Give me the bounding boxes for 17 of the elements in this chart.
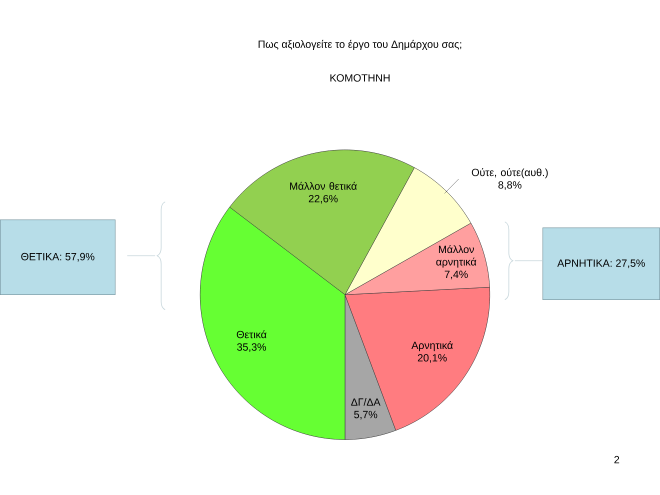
slice-label: Μάλλον αρνητικά bbox=[436, 245, 476, 268]
slice-label: Μάλλον θετικά bbox=[290, 182, 357, 190]
data-label: 20,1% bbox=[418, 354, 447, 363]
slice-label: Ούτε, ούτε(αυθ.) bbox=[472, 168, 548, 178]
text: 2 bbox=[614, 456, 620, 464]
data-label: 22,6% bbox=[308, 195, 338, 204]
data-label: 7,4% bbox=[444, 270, 468, 280]
chart-title: Πως αξιολογείτε το έργο του Δημάρχου σας; bbox=[258, 40, 462, 50]
slice-label: Θετικά bbox=[236, 330, 267, 338]
data-label: 5,7% bbox=[354, 411, 378, 420]
text: ΑΡΝΗΤΙΚΑ: 27,5% bbox=[557, 260, 645, 268]
data-label: 8,8% bbox=[498, 181, 522, 190]
text: ΘΕΤΙΚΑ: 57,9% bbox=[21, 253, 94, 262]
data-label: 35,3% bbox=[237, 344, 266, 352]
chart-subtitle: ΚΟΜΟΤΗΝΗ bbox=[330, 74, 390, 82]
slice-label: Αρνητικά bbox=[411, 341, 453, 352]
slice-label: ΔΓ/ΔΑ bbox=[351, 398, 380, 406]
